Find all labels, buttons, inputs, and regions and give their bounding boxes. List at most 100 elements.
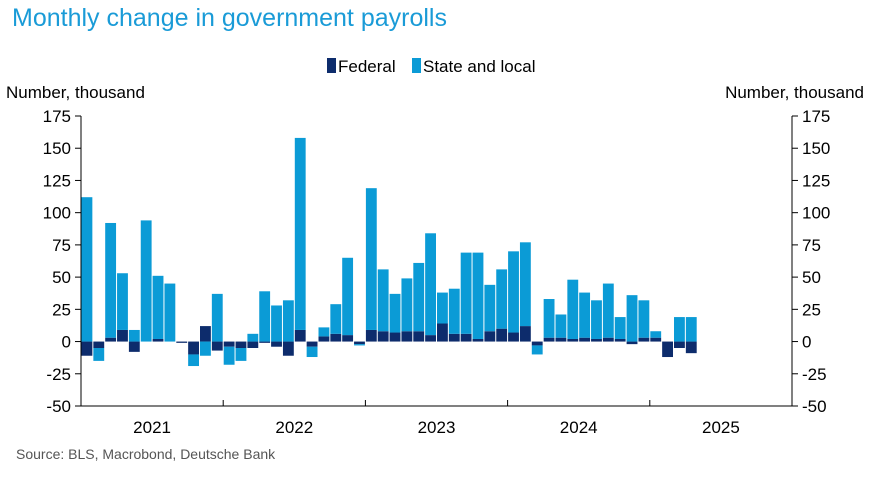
y-tick-label-right: 150 [802,139,830,158]
bar-state-local-2022-06 [282,300,294,342]
bar-state-local-2024-12 [638,300,650,338]
bar-state-local-2021-05 [128,329,140,342]
bar-federal-2022-09 [318,336,330,342]
bar-state-local-2025-04 [685,317,697,342]
bar-federal-2021-02 [93,341,105,348]
bar-federal-2023-06 [425,335,436,342]
bar-federal-2022-11 [342,335,354,342]
bar-federal-2024-06 [567,338,579,342]
bar-federal-2022-10 [330,333,342,342]
legend-swatch-federal [327,58,336,73]
bar-state-local-2022-01 [223,346,235,365]
bar-state-local-2021-03 [105,222,117,338]
bar-federal-2022-06 [282,341,294,356]
bar-federal-2022-02 [235,341,247,348]
bar-state-local-2022-03 [247,333,259,342]
bar-federal-2023-07 [437,323,448,342]
bar-state-local-2022-05 [271,305,282,342]
bar-state-local-2023-01 [365,188,377,330]
y-tick-label-right: 100 [802,204,830,223]
x-tick-label-2023: 2023 [418,418,456,437]
bar-federal-2022-01 [223,341,235,347]
bar-state-local-2024-07 [579,292,591,338]
bar-state-local-2024-03 [531,345,543,355]
bar-state-local-2024-05 [555,314,567,338]
bar-federal-2024-01 [508,332,519,342]
y-tick-label-left: -25 [46,365,71,384]
bar-state-local-2021-10 [188,354,199,367]
y-tick-label-left: 150 [43,139,71,158]
bar-state-local-2023-12 [496,269,508,329]
y-tick-label-left: 175 [43,107,71,126]
bar-state-local-2021-07 [152,275,164,339]
y-tick-label-left: 75 [52,236,71,255]
bar-state-local-2021-04 [117,273,128,330]
bar-federal-2024-11 [626,341,638,345]
bar-federal-2023-09 [460,333,472,342]
bar-federal-2025-02 [662,341,673,358]
bar-state-local-2022-12 [354,344,365,346]
bar-state-local-2023-05 [413,262,425,332]
bar-federal-2024-07 [579,337,591,342]
bar-federal-2021-03 [105,337,117,342]
bar-state-local-2024-10 [614,317,626,339]
y-tick-label-right: 175 [802,107,830,126]
bar-state-local-2024-02 [519,242,531,327]
bar-federal-2024-03 [531,341,543,346]
bar-state-local-2021-08 [164,283,176,342]
bar-state-local-2023-07 [437,292,448,324]
bar-state-local-2023-06 [425,233,436,336]
bar-state-local-2022-09 [318,327,330,337]
bar-state-local-2023-02 [377,269,389,332]
bar-federal-2023-11 [484,331,496,342]
legend-label-federal: Federal [338,57,396,76]
bar-federal-2021-12 [211,341,223,351]
bar-federal-2023-03 [389,332,401,342]
bar-federal-2022-03 [247,341,259,348]
bar-federal-2023-02 [377,331,389,342]
bar-state-local-2022-08 [306,346,318,358]
bar-state-local-2023-09 [460,252,472,334]
bar-state-local-2023-04 [401,278,413,332]
bar-federal-2024-02 [519,326,531,342]
bar-state-local-2021-06 [140,220,152,342]
bar-federal-2023-01 [365,329,377,342]
bar-state-local-2022-10 [330,304,342,334]
chart-title: Monthly change in government payrolls [12,4,447,32]
bar-federal-2024-12 [638,337,650,342]
x-tick-label-2024: 2024 [560,418,598,437]
bar-federal-2024-04 [543,337,555,342]
bar-federal-2024-09 [602,337,614,342]
bar-state-local-2023-03 [389,293,401,333]
bar-state-local-2024-06 [567,279,579,339]
y-tick-label-left: -50 [46,397,71,416]
bar-federal-2021-05 [128,341,140,352]
legend: Federal State and local [327,57,535,76]
x-tick-label-2022: 2022 [275,418,313,437]
y-tick-label-right: -25 [802,365,827,384]
axes-layer: 175 175 150 150 125 125 100 100 75 75 50 50 25 25 0 0 -2… [43,107,831,437]
bar-state-local-2021-11 [200,341,211,356]
bar-state-local-2023-11 [484,284,496,332]
y-tick-label-right: 50 [802,268,821,287]
y-tick-label-right: -50 [802,397,827,416]
y-tick-label-left: 50 [52,268,71,287]
bar-federal-2023-05 [413,331,425,342]
bar-federal-2024-05 [555,337,567,342]
y-tick-label-right: 0 [802,333,811,352]
bar-federal-2022-07 [294,329,306,342]
y-axis-label-right: Number, thousand [725,83,864,102]
bar-state-local-2023-08 [448,288,460,334]
bar-state-local-2021-12 [211,293,223,342]
bars-layer [81,137,697,367]
bar-federal-2024-08 [591,338,602,342]
bar-federal-2023-10 [472,338,484,342]
y-tick-label-right: 75 [802,236,821,255]
bar-federal-2021-11 [200,326,211,342]
bar-state-local-2022-04 [259,291,271,342]
y-tick-label-left: 100 [43,204,71,223]
bar-federal-2023-04 [401,331,413,342]
bar-state-local-2023-10 [472,252,484,339]
bar-federal-2021-01 [81,341,93,356]
